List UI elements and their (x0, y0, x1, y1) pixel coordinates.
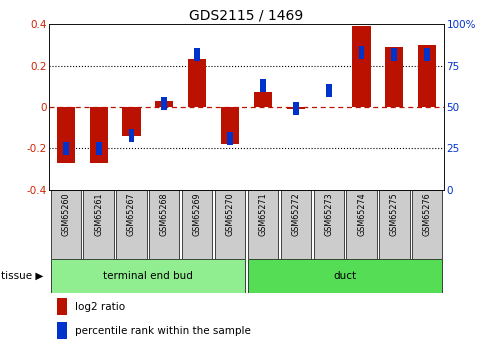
Text: GSM65273: GSM65273 (324, 193, 333, 236)
Bar (248, 259, 442, 293)
Bar (161, 97, 167, 110)
Text: GSM65270: GSM65270 (226, 193, 235, 236)
Text: GSM65269: GSM65269 (193, 193, 202, 236)
Bar (51, 259, 245, 293)
Text: GSM65275: GSM65275 (390, 193, 399, 236)
Bar (391, 48, 397, 61)
Text: duct: duct (334, 271, 356, 281)
Bar (57, 322, 67, 339)
Bar (314, 190, 344, 259)
Bar (122, 107, 141, 136)
Bar (194, 48, 200, 61)
Text: GSM65268: GSM65268 (160, 193, 169, 236)
Bar (326, 84, 332, 97)
Bar (386, 47, 403, 107)
Bar (51, 190, 81, 259)
Bar (352, 26, 371, 107)
Bar (260, 79, 266, 92)
Text: GSM65261: GSM65261 (94, 193, 103, 236)
Text: log2 ratio: log2 ratio (75, 302, 125, 312)
Text: GSM65271: GSM65271 (258, 193, 267, 236)
Bar (281, 190, 311, 259)
Bar (221, 107, 239, 144)
Bar (96, 142, 102, 155)
Bar (188, 59, 206, 107)
Bar (347, 190, 377, 259)
Bar (424, 48, 430, 61)
Text: GSM65260: GSM65260 (61, 193, 70, 236)
Bar (155, 101, 174, 107)
Bar (57, 298, 67, 315)
Bar (254, 92, 272, 107)
Bar (412, 190, 442, 259)
Bar (182, 190, 212, 259)
Bar (418, 45, 436, 107)
Text: tissue ▶: tissue ▶ (1, 271, 44, 281)
Bar (57, 107, 75, 163)
Bar (379, 190, 410, 259)
Bar (248, 190, 278, 259)
Text: terminal end bud: terminal end bud (103, 271, 193, 281)
Bar (116, 190, 146, 259)
Text: GSM65276: GSM65276 (423, 193, 432, 236)
Bar (63, 142, 69, 155)
Text: GSM65272: GSM65272 (291, 193, 300, 236)
Bar (149, 190, 179, 259)
Bar (83, 190, 114, 259)
Text: GSM65267: GSM65267 (127, 193, 136, 236)
Bar (358, 46, 364, 59)
Title: GDS2115 / 1469: GDS2115 / 1469 (189, 9, 304, 23)
Bar (215, 190, 245, 259)
Bar (227, 132, 233, 145)
Text: percentile rank within the sample: percentile rank within the sample (75, 326, 251, 336)
Bar (129, 129, 135, 142)
Bar (293, 102, 299, 116)
Text: GSM65274: GSM65274 (357, 193, 366, 236)
Bar (90, 107, 107, 163)
Bar (287, 107, 305, 109)
